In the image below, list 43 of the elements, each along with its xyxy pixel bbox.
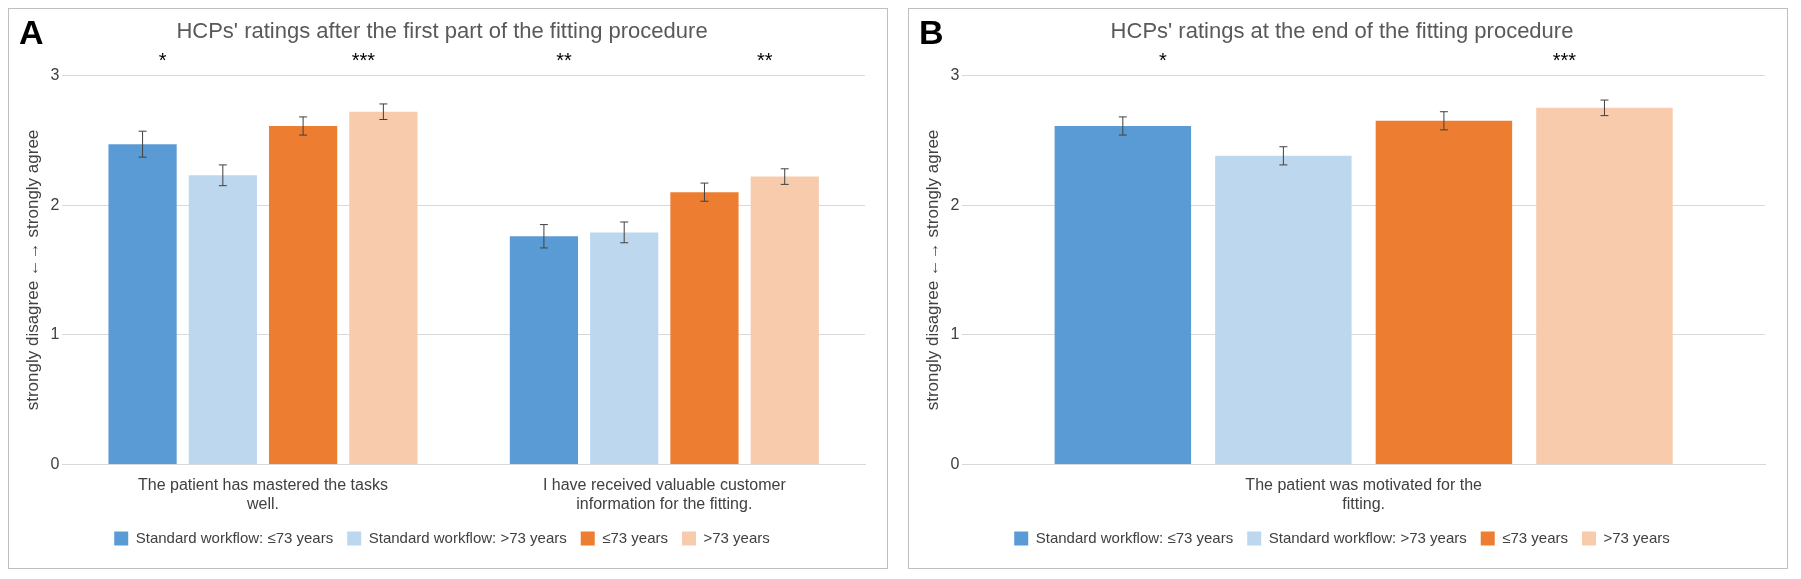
y-tick-label: 1 [50,325,60,343]
legend-label: Standard workflow: ≤73 years [135,528,334,546]
text: B [919,13,944,52]
bar [509,236,579,465]
text: *** [1552,48,1577,71]
legend-label: >73 years [1603,528,1670,546]
text: ** [556,48,572,71]
y-tick-label: 1 [950,325,960,343]
text: * [1159,48,1168,71]
legend-label: Standard workflow: >73 years [1268,528,1467,546]
text: *** [351,48,376,71]
bar [349,111,418,465]
bar [268,126,338,465]
bar [1375,120,1513,465]
y-tick-label: 2 [50,195,60,213]
y-tick-label: 0 [950,455,960,473]
legend-label: ≤73 years [1502,528,1568,546]
bar [670,192,739,465]
legend-label: >73 years [703,528,770,546]
legend-label: Standard workflow: >73 years [368,528,567,546]
bar [108,144,177,465]
bar [188,175,257,465]
x-tick-label: I have received valuable customer information for the fitting. [542,475,787,512]
x-tick-label: The patient has mastered the tasks well. [138,475,388,512]
legend-label: Standard workflow: ≤73 years [1035,528,1234,546]
x-tick-label: The patient was motivated for the fitting. [1245,475,1483,512]
legend-label: ≤73 years [602,528,668,546]
y-tick-label: 0 [50,455,60,473]
chart-title: HCPs' ratings at the end of the fitting procedure [1110,18,1574,44]
bar [590,232,659,465]
y-axis-title: strongly disagree ←→ strongly agree [922,129,942,411]
chart-title: HCPs' ratings after the first part of the fitting procedure [176,18,708,44]
bar [1536,107,1673,465]
y-tick-label: 3 [950,65,960,83]
bar [1054,126,1192,465]
y-axis-title: strongly disagree ←→ strongly agree [22,129,42,411]
y-tick-label: 2 [950,195,960,213]
text: * [158,48,167,71]
text: A [19,13,44,52]
bar [1215,155,1352,465]
text: ** [756,48,773,71]
bar [750,176,819,465]
y-tick-label: 3 [50,65,60,83]
